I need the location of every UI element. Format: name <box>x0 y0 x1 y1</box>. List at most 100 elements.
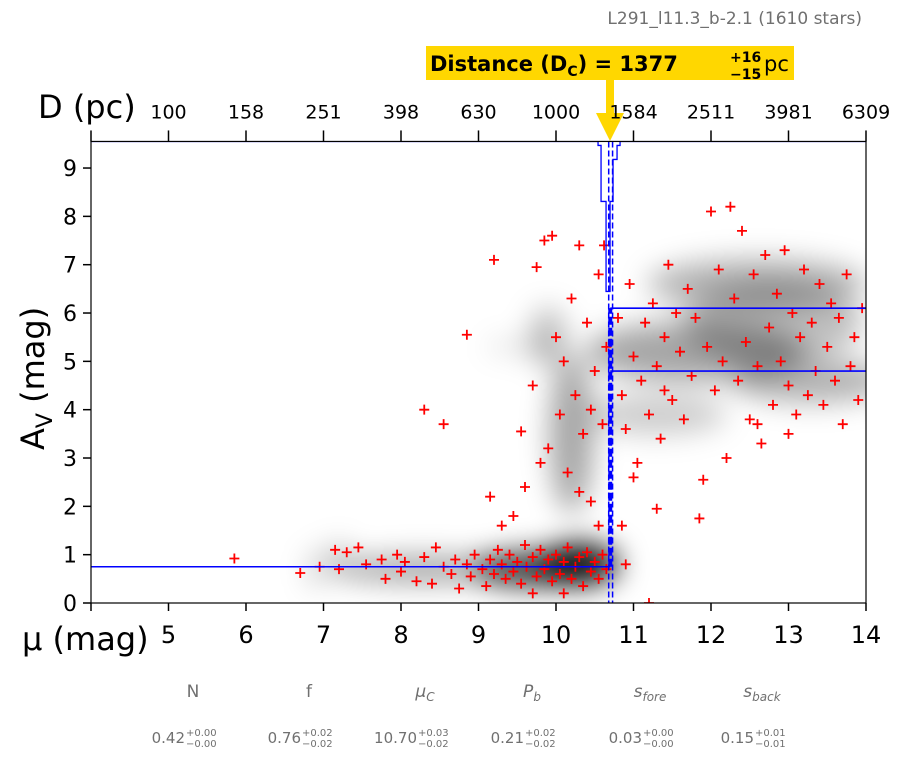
param-value: 0.15 <box>721 729 754 747</box>
star-marker <box>593 520 604 531</box>
star-marker <box>566 293 577 304</box>
star-marker <box>740 337 751 348</box>
top-tick-label: 3981 <box>764 101 812 123</box>
star-marker <box>768 399 778 410</box>
distance-unit: pc <box>764 52 789 76</box>
star-marker <box>396 566 406 577</box>
param-name: N <box>187 682 200 702</box>
star-marker <box>655 433 666 444</box>
star-marker <box>663 259 674 270</box>
star-marker <box>783 380 794 391</box>
star-marker <box>644 409 654 420</box>
star-marker <box>465 571 476 582</box>
star-marker <box>516 426 527 437</box>
top-tick-label: 1000 <box>532 101 580 123</box>
star-marker <box>578 428 589 439</box>
param-value: 10.70 <box>374 729 417 747</box>
star-marker <box>543 443 554 454</box>
star-marker <box>690 312 701 323</box>
star-marker <box>837 419 848 430</box>
star-marker <box>485 491 496 502</box>
param-symbol: N <box>187 682 200 702</box>
star-marker <box>783 428 794 439</box>
star-marker <box>585 404 596 415</box>
star-marker <box>539 235 550 246</box>
star-marker <box>841 269 852 280</box>
param-plus-error: +0.00 <box>643 728 674 739</box>
star-marker <box>826 298 837 309</box>
star-marker <box>489 569 499 580</box>
star-marker <box>504 549 515 560</box>
star-marker <box>632 457 643 468</box>
param-subscript: fore <box>642 690 666 704</box>
star-marker <box>469 549 480 560</box>
param-symbol: μ <box>414 682 426 702</box>
param-value: 0.03 <box>609 729 642 747</box>
density-blob <box>309 549 322 590</box>
star-marker <box>833 312 844 323</box>
param-name: μC <box>414 682 435 704</box>
star-marker <box>539 564 550 575</box>
star-marker <box>620 424 631 435</box>
param-subscript: back <box>752 690 782 704</box>
star-marker <box>461 559 472 570</box>
star-marker <box>454 583 465 594</box>
param-plus-error: +0.00 <box>186 728 217 739</box>
star-marker <box>830 375 840 386</box>
star-marker <box>667 395 678 406</box>
param-symbol: s <box>743 682 752 702</box>
star-marker <box>764 322 775 333</box>
star-marker <box>535 457 546 468</box>
star-marker <box>744 414 755 425</box>
star-marker <box>678 414 689 425</box>
star-marker <box>671 308 682 319</box>
posterior-histogram <box>91 141 866 293</box>
star-marker <box>593 269 604 280</box>
star-marker <box>599 240 610 251</box>
star-marker <box>686 370 697 381</box>
star-marker <box>721 453 732 464</box>
star-marker <box>558 556 569 567</box>
star-marker <box>779 245 790 256</box>
star-marker <box>717 356 728 367</box>
star-marker <box>543 554 554 565</box>
distance-sub: C <box>567 64 577 80</box>
param-minus-error: −0.01 <box>755 739 786 750</box>
star-marker <box>756 438 767 449</box>
distance-callout-box <box>426 46 794 80</box>
star-marker <box>760 250 771 261</box>
star-marker <box>520 482 530 493</box>
star-marker <box>620 559 631 570</box>
star-marker <box>651 361 662 372</box>
star-marker <box>775 356 786 367</box>
y-tick-label: 2 <box>63 495 77 520</box>
star-marker <box>330 544 341 555</box>
star-marker <box>527 588 538 599</box>
star-marker <box>636 375 647 386</box>
x-tick-label: 10 <box>541 621 572 649</box>
star-marker <box>787 308 798 319</box>
density-blob <box>586 394 727 435</box>
star-marker <box>485 554 496 565</box>
star-marker <box>822 341 833 352</box>
star-marker <box>771 288 782 299</box>
star-marker <box>520 540 530 551</box>
x-tick-label: 9 <box>471 621 486 649</box>
star-marker <box>562 467 573 478</box>
top-tick-label: 100 <box>150 101 186 123</box>
top-axis-label: D (pc) <box>38 88 136 126</box>
star-marker <box>752 361 763 372</box>
star-marker <box>585 496 596 507</box>
param-name: f <box>306 682 313 702</box>
distance-callout: Distance (DC) = 1377 +16 −15 pc <box>426 46 794 141</box>
param-minus-error: −0.02 <box>525 739 556 750</box>
param-value: 0.76 <box>268 729 301 747</box>
star-marker <box>802 390 813 401</box>
star-marker <box>446 569 457 580</box>
param-minus-error: −0.00 <box>186 739 217 750</box>
density-blob <box>683 282 863 363</box>
top-tick-label: 1584 <box>609 101 657 123</box>
star-marker <box>659 385 670 396</box>
star-marker <box>481 581 492 592</box>
